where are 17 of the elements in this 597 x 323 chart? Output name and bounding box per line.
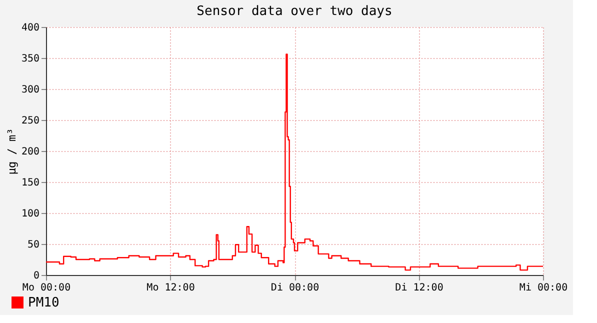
y-tick-label: 350 [21, 54, 40, 64]
chart-title: Sensor data over two days [196, 4, 392, 19]
y-tick-label: 0 [33, 270, 40, 282]
x-tick-label: Di 12:00 [395, 282, 444, 294]
x-tick-label: Mo 12:00 [146, 282, 195, 294]
y-tick-label: 50 [27, 240, 40, 250]
y-tick-label: 250 [21, 116, 40, 126]
x-tick-label: Mi 00:00 [519, 282, 568, 294]
y-tick-label: 300 [21, 84, 40, 96]
y-tick-label: 200 [21, 146, 40, 158]
x-tick-label: Di 00:00 [270, 282, 320, 294]
x-tick-label: Mo 00:00 [22, 282, 71, 294]
y-tick-label: 100 [21, 208, 40, 220]
y-tick-label: 150 [21, 178, 40, 188]
legend-label: PM10 [28, 296, 60, 310]
y-axis-title: µg / m³ [5, 128, 18, 175]
y-tick-label: 400 [21, 22, 40, 34]
